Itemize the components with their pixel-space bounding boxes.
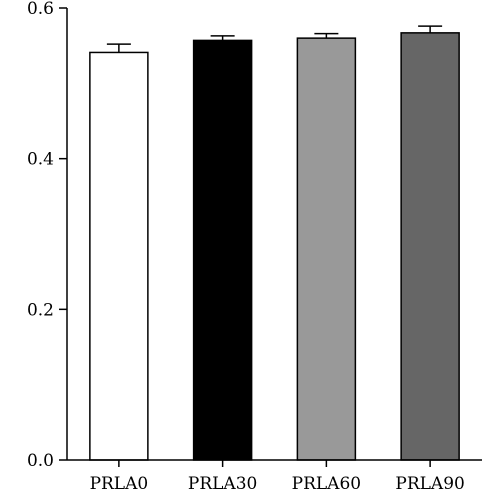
bar-prla30 (192, 39, 253, 461)
y-tick-label: 0.2 (27, 300, 54, 320)
bar-prla60 (296, 37, 357, 461)
y-tick-label: 0.6 (27, 0, 54, 19)
x-tick-label: PRLA90 (395, 474, 464, 494)
error-bars-group (106, 25, 443, 53)
y-ticks-group: 0.0 0.2 0.4 0.6 (27, 0, 67, 471)
y-tick-label: 0.4 (27, 150, 54, 170)
bar-prla0 (89, 51, 149, 461)
y-tick-label: 0.0 (27, 451, 54, 471)
x-tick-label: PRLA30 (188, 474, 257, 494)
x-ticks-group: PRLA0 PRLA30 PRLA60 PRLA90 (90, 460, 465, 494)
bar-prla90 (400, 32, 460, 461)
bars-group (89, 32, 460, 461)
x-tick-label: PRLA60 (292, 474, 361, 494)
x-tick-label: PRLA0 (90, 474, 149, 494)
